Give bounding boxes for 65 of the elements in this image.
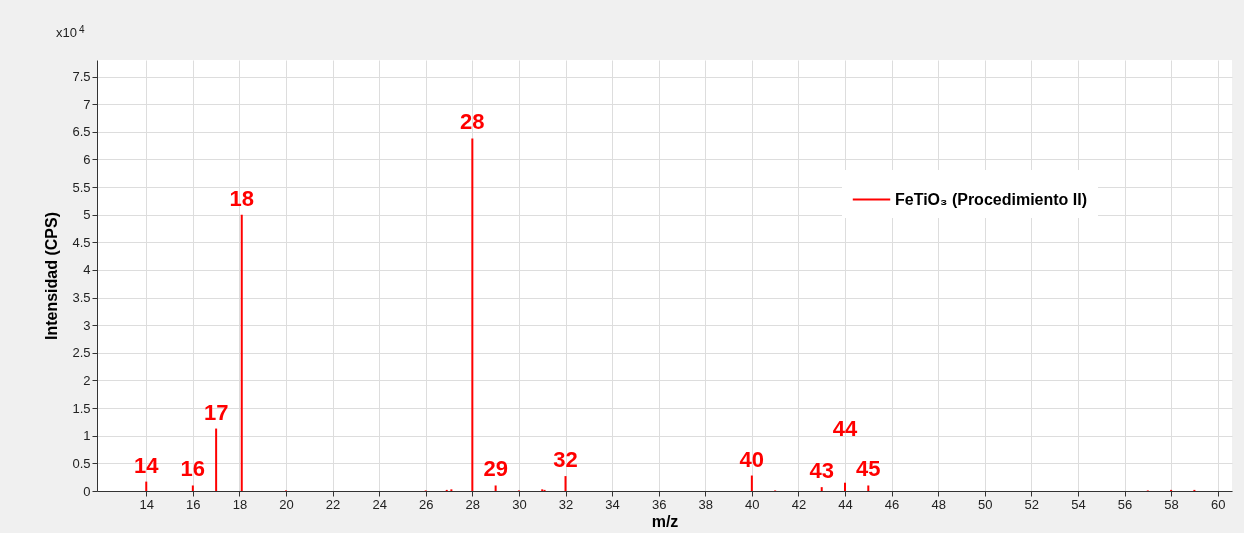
x-tick-label: 22 xyxy=(325,496,341,512)
x-tick-label: 18 xyxy=(232,496,248,512)
annotation: 17 xyxy=(203,399,229,425)
bar xyxy=(494,485,497,491)
x-tick-label: 30 xyxy=(512,496,527,512)
bar xyxy=(820,487,823,491)
x-tick-label: 42 xyxy=(791,496,807,512)
x-tick-label: 20 xyxy=(279,496,294,512)
y-tick-label: 7 xyxy=(83,96,91,112)
bar xyxy=(191,485,194,491)
bar xyxy=(867,485,870,491)
x-tick-label: 54 xyxy=(1071,496,1086,512)
x-tick-label: 56 xyxy=(1117,496,1133,512)
x-tick-label: 44 xyxy=(838,496,853,512)
annotation: 43 xyxy=(809,458,834,484)
bar xyxy=(564,476,567,491)
annotation: 29 xyxy=(483,456,508,482)
bar xyxy=(215,428,218,491)
y-tick-label: 3 xyxy=(83,317,91,333)
x-tick-label: 58 xyxy=(1164,496,1179,512)
x-tick-label: 52 xyxy=(1024,496,1040,512)
legend-label: FeTiO₃ (Procedimiento II) xyxy=(895,190,1088,208)
x-tick-label: 28 xyxy=(465,496,481,512)
x-tick-label: 36 xyxy=(651,496,667,512)
annotation: 44 xyxy=(832,415,859,441)
y-tick-label: 0.5 xyxy=(72,455,91,471)
x-tick-label: 32 xyxy=(558,496,574,512)
x-tick-label: 14 xyxy=(139,496,154,512)
y-tick-label: 3.5 xyxy=(72,290,91,306)
y-tick-label: 6.5 xyxy=(72,124,91,140)
annotation: 32 xyxy=(553,447,578,473)
y-tick-label: 6 xyxy=(83,151,91,167)
bar xyxy=(844,482,847,491)
x-tick-label: 38 xyxy=(698,496,713,512)
bar xyxy=(145,481,148,491)
y-tick-label: 4 xyxy=(83,262,91,278)
y-tick-label: 2 xyxy=(83,372,91,388)
annotation: 40 xyxy=(739,446,765,472)
y-tick-label: 1.5 xyxy=(72,400,91,416)
x-tick-label: 60 xyxy=(1210,496,1226,512)
x-tick-label: 24 xyxy=(372,496,387,512)
annotation: 45 xyxy=(856,456,881,482)
y-tick-label: 1 xyxy=(83,428,91,444)
annotation: 28 xyxy=(460,109,485,135)
annotation: 16 xyxy=(180,456,206,482)
y-tick-label: 5.5 xyxy=(72,179,91,195)
y-tick-label: 5 xyxy=(83,207,91,223)
x-tick-label: 34 xyxy=(605,496,620,512)
bar xyxy=(750,475,753,491)
bar xyxy=(240,214,243,491)
y-axis-title: Intensidad (CPS) xyxy=(43,211,61,341)
y-tick-label: 4.5 xyxy=(72,234,91,250)
x-tick-label: 26 xyxy=(419,496,434,512)
x-tick-label: 50 xyxy=(978,496,993,512)
annotation: 14 xyxy=(134,452,160,478)
y-tick-label: 0 xyxy=(83,483,91,499)
x-tick-label: 16 xyxy=(186,496,201,512)
annotation: 18 xyxy=(229,185,254,211)
x-tick-label: 48 xyxy=(931,496,946,512)
y-tick-label: 7.5 xyxy=(72,69,91,85)
x-tick-label: 46 xyxy=(884,496,900,512)
x-axis-title: m/z xyxy=(651,512,679,530)
bar xyxy=(471,138,474,491)
y-tick-label: 2.5 xyxy=(72,345,91,361)
x-tick-label: 40 xyxy=(745,496,760,512)
